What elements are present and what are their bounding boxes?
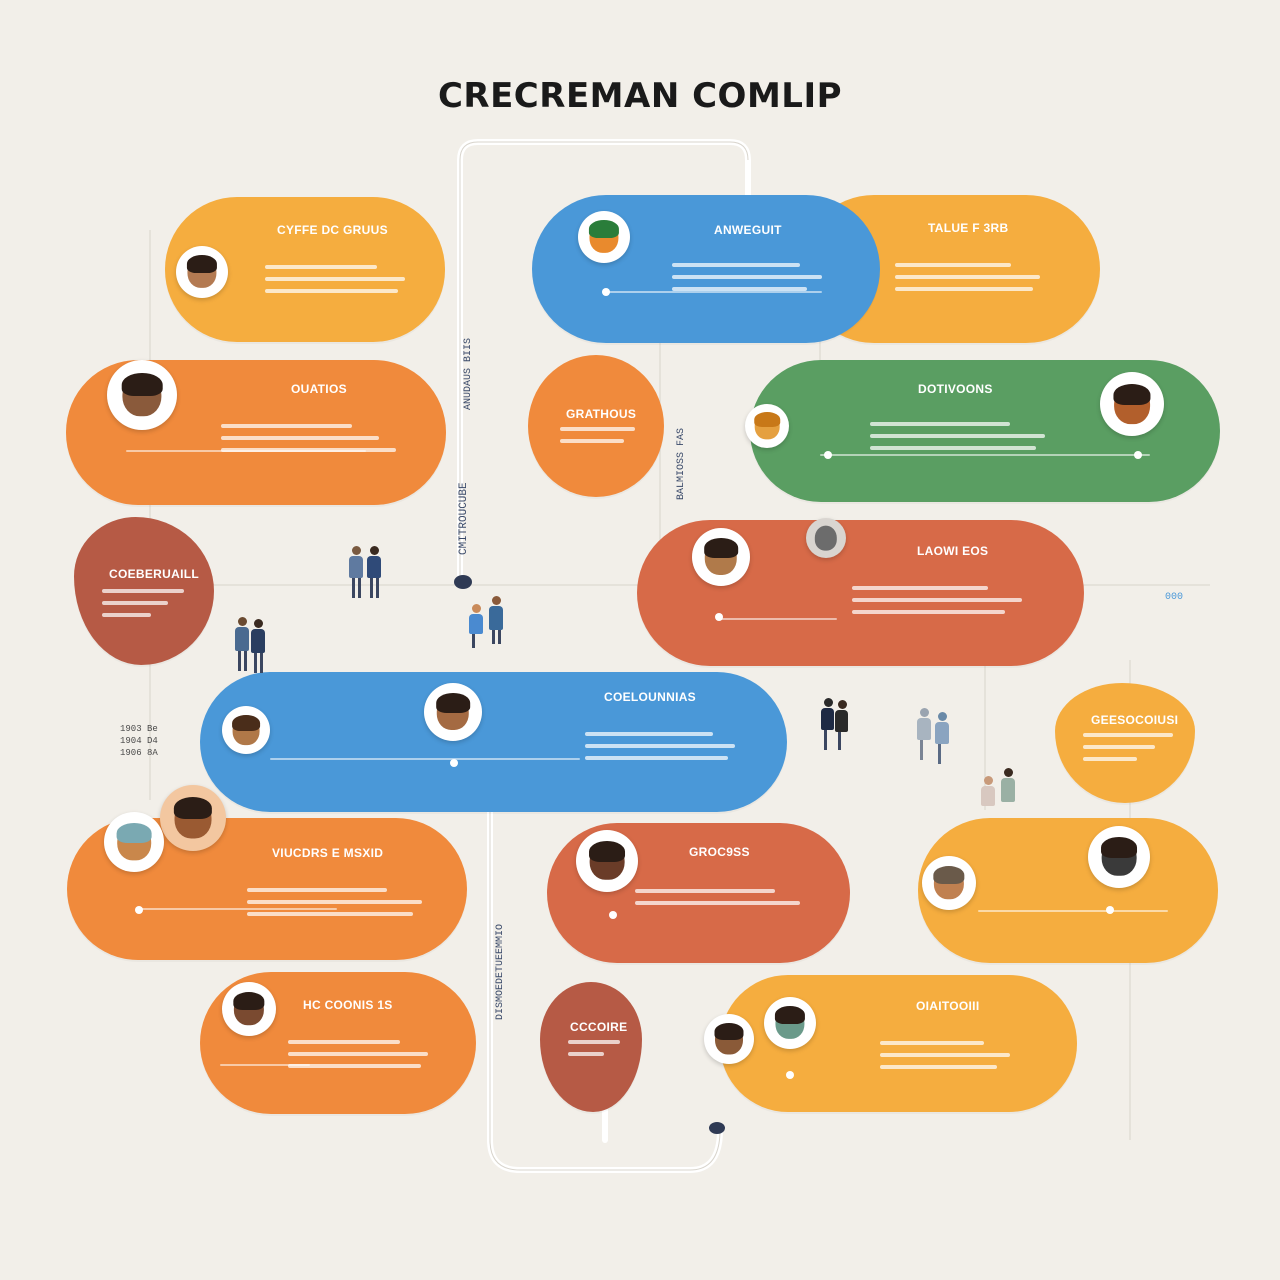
page-title: CRECREMAN COMLIP: [437, 76, 843, 116]
person-avatar-icon: [222, 982, 276, 1036]
node-heading: OIAITOOIII: [916, 999, 980, 1013]
legend-left: 1903 Be 1904 D4 1906 8A: [120, 723, 158, 759]
node-heading: GEESOCOIUSI: [1091, 713, 1179, 727]
person-avatar-icon: [692, 528, 750, 586]
legend-item: 1903 Be: [120, 724, 158, 734]
vertical-label-bottom: DISMOEDETUEEMMIO: [495, 923, 506, 1020]
person-avatar-icon: [704, 1014, 754, 1064]
vertical-label-connector: ANUDAUS BIIS: [463, 337, 474, 410]
node-heading: VIUCDRS E MSXID: [272, 846, 384, 860]
node-grathous[interactable]: GRATHOUS: [528, 355, 664, 497]
person-avatar-icon: [160, 785, 226, 851]
person-avatar-icon: [104, 812, 164, 872]
node-heading: GRATHOUS: [566, 407, 637, 421]
vertical-label-center: BALMIOSS FAS: [676, 427, 687, 500]
node-geesocoiusi[interactable]: GEESOCOIUSI: [1055, 683, 1195, 803]
person-avatar-icon: [745, 404, 789, 448]
person-avatar-icon: [806, 518, 846, 558]
person-avatar-icon: [922, 856, 976, 910]
node-heading: CYFFE DC GRUUS: [277, 223, 388, 237]
people-group-icon: [820, 698, 854, 754]
node-anweguit[interactable]: ANWEGUIT: [532, 195, 880, 343]
people-group-icon: [980, 768, 1020, 814]
node-coeberuaill[interactable]: COEBERUAILL: [74, 517, 214, 665]
person-avatar-icon: [107, 360, 177, 430]
vertical-label-left: CMITROUCUBE: [458, 482, 470, 555]
person-avatar-icon: [176, 246, 228, 298]
node-heading: TALUE F 3RB: [928, 221, 1009, 235]
node-heading: ANWEGUIT: [714, 223, 782, 237]
right-marker: 000: [1165, 592, 1184, 603]
person-avatar-icon: [764, 997, 816, 1049]
node-heading: GROC9SS: [689, 845, 750, 859]
people-group-icon: [234, 617, 274, 675]
person-avatar-icon: [578, 211, 630, 263]
person-avatar-icon: [222, 706, 270, 754]
node-heading: OUATIOS: [291, 382, 347, 396]
people-group-icon: [468, 596, 510, 648]
person-avatar-icon: [1088, 826, 1150, 888]
node-heading: LAOWI EOS: [917, 544, 989, 558]
node-heading: CCCOIRE: [570, 1020, 628, 1034]
person-avatar-icon: [424, 683, 482, 741]
node-heading: COEBERUAILL: [109, 567, 199, 581]
node-laowi[interactable]: LAOWI EOS: [637, 520, 1084, 666]
node-heading: COELOUNNIAS: [604, 690, 696, 704]
legend-item: 1904 D4: [120, 736, 158, 746]
person-avatar-icon: [576, 830, 638, 892]
node-coelounnias[interactable]: COELOUNNIAS: [200, 672, 787, 812]
people-group-icon: [916, 708, 956, 766]
people-group-icon: [348, 546, 388, 602]
node-heading: DOTIVOONS: [918, 382, 993, 396]
node-cccoire[interactable]: CCCOIRE: [540, 982, 642, 1112]
legend-item: 1906 8A: [120, 748, 158, 758]
person-avatar-icon: [1100, 372, 1164, 436]
node-heading: HC COONIS 1S: [303, 998, 393, 1012]
